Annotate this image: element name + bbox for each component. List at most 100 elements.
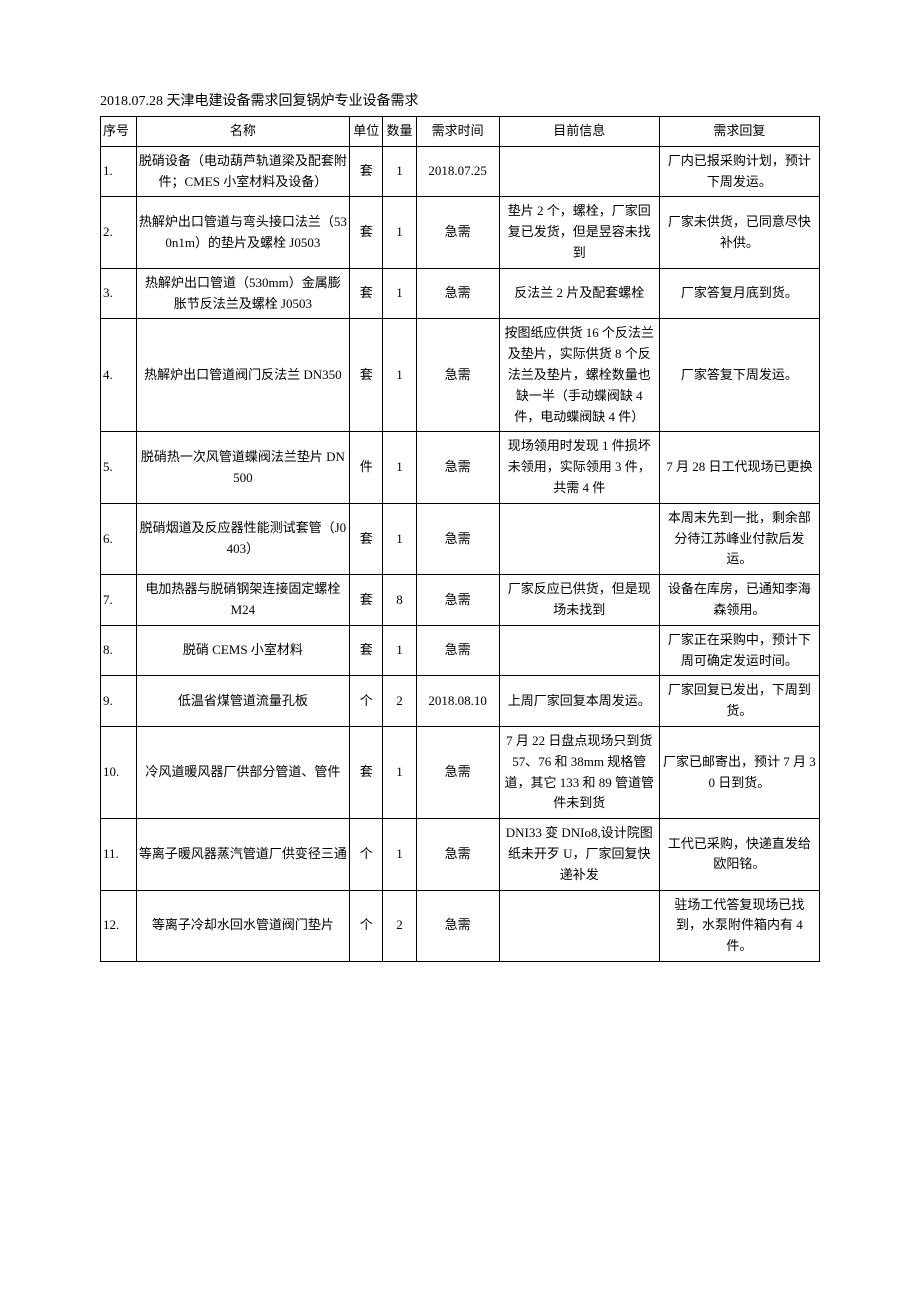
cell-reply: 本周末先到一批，剩余部分待江苏峰业付款后发运。 bbox=[659, 503, 819, 574]
cell-time: 2018.08.10 bbox=[416, 676, 499, 727]
cell-info: 反法兰 2 片及配套螺栓 bbox=[499, 268, 659, 319]
cell-time: 急需 bbox=[416, 625, 499, 676]
col-time: 需求时间 bbox=[416, 117, 499, 147]
cell-name: 等离子暖风器蒸汽管道厂供变径三通 bbox=[136, 819, 350, 890]
table-header-row: 序号 名称 单位 数量 需求时间 目前信息 需求回复 bbox=[101, 117, 820, 147]
cell-reply: 厂家正在采购中，预计下周可确定发运时间。 bbox=[659, 625, 819, 676]
table-row: 4.热解炉出口管道阀门反法兰 DN350套1急需按图纸应供货 16 个反法兰及垫… bbox=[101, 319, 820, 432]
cell-qty: 1 bbox=[383, 625, 416, 676]
cell-unit: 套 bbox=[350, 268, 383, 319]
cell-time: 急需 bbox=[416, 432, 499, 503]
cell-info bbox=[499, 625, 659, 676]
cell-seq: 9. bbox=[101, 676, 137, 727]
table-row: 7.电加热器与脱硝钢架连接固定螺栓 M24套8急需厂家反应已供货，但是现场未找到… bbox=[101, 575, 820, 626]
cell-reply: 工代已采购，快递直发给欧阳铭。 bbox=[659, 819, 819, 890]
cell-seq: 5. bbox=[101, 432, 137, 503]
cell-unit: 套 bbox=[350, 146, 383, 197]
cell-reply: 厂家未供货，已同意尽快补供。 bbox=[659, 197, 819, 268]
cell-time: 急需 bbox=[416, 726, 499, 818]
cell-qty: 8 bbox=[383, 575, 416, 626]
col-reply: 需求回复 bbox=[659, 117, 819, 147]
cell-qty: 1 bbox=[383, 319, 416, 432]
cell-time: 急需 bbox=[416, 890, 499, 961]
col-qty: 数量 bbox=[383, 117, 416, 147]
cell-reply: 7 月 28 日工代现场已更换 bbox=[659, 432, 819, 503]
cell-unit: 套 bbox=[350, 575, 383, 626]
cell-time: 2018.07.25 bbox=[416, 146, 499, 197]
cell-seq: 7. bbox=[101, 575, 137, 626]
cell-reply: 厂家答复月底到货。 bbox=[659, 268, 819, 319]
cell-name: 脱硝烟道及反应器性能测试套管（J0403） bbox=[136, 503, 350, 574]
cell-qty: 1 bbox=[383, 503, 416, 574]
cell-info bbox=[499, 890, 659, 961]
col-unit: 单位 bbox=[350, 117, 383, 147]
cell-time: 急需 bbox=[416, 575, 499, 626]
cell-name: 脱硝 CEMS 小室材料 bbox=[136, 625, 350, 676]
table-body: 1.脱硝设备（电动葫芦轨道梁及配套附件；CMES 小室材料及设备）套12018.… bbox=[101, 146, 820, 961]
cell-qty: 1 bbox=[383, 146, 416, 197]
col-seq: 序号 bbox=[101, 117, 137, 147]
cell-time: 急需 bbox=[416, 268, 499, 319]
cell-info: 上周厂家回复本周发运。 bbox=[499, 676, 659, 727]
cell-reply: 厂家答复下周发运。 bbox=[659, 319, 819, 432]
cell-unit: 件 bbox=[350, 432, 383, 503]
table-row: 1.脱硝设备（电动葫芦轨道梁及配套附件；CMES 小室材料及设备）套12018.… bbox=[101, 146, 820, 197]
cell-name: 脱硝热一次风管道蝶阀法兰垫片 DN500 bbox=[136, 432, 350, 503]
cell-time: 急需 bbox=[416, 819, 499, 890]
table-row: 8.脱硝 CEMS 小室材料套1急需 厂家正在采购中，预计下周可确定发运时间。 bbox=[101, 625, 820, 676]
cell-qty: 2 bbox=[383, 676, 416, 727]
cell-name: 电加热器与脱硝钢架连接固定螺栓 M24 bbox=[136, 575, 350, 626]
table-row: 6.脱硝烟道及反应器性能测试套管（J0403）套1急需 本周末先到一批，剩余部分待… bbox=[101, 503, 820, 574]
table-row: 3.热解炉出口管道（530mm）金属膨胀节反法兰及螺栓 J0503套1急需反法兰… bbox=[101, 268, 820, 319]
cell-reply: 驻场工代答复现场已找到，水泵附件箱内有 4 件。 bbox=[659, 890, 819, 961]
cell-seq: 12. bbox=[101, 890, 137, 961]
cell-unit: 套 bbox=[350, 726, 383, 818]
cell-reply: 厂家回复已发出，下周到货。 bbox=[659, 676, 819, 727]
cell-name: 热解炉出口管道阀门反法兰 DN350 bbox=[136, 319, 350, 432]
cell-info: 垫片 2 个，螺栓，厂家回复已发货，但是昱容未找到 bbox=[499, 197, 659, 268]
cell-time: 急需 bbox=[416, 503, 499, 574]
cell-seq: 10. bbox=[101, 726, 137, 818]
cell-unit: 个 bbox=[350, 819, 383, 890]
document-page: 2018.07.28 天津电建设备需求回复锅炉专业设备需求 序号 名称 单位 数… bbox=[0, 0, 920, 1022]
table-row: 2.热解炉出口管道与弯头接口法兰（530n1m）的垫片及螺栓 J0503套1急需… bbox=[101, 197, 820, 268]
cell-name: 低温省煤管道流量孔板 bbox=[136, 676, 350, 727]
cell-unit: 个 bbox=[350, 890, 383, 961]
cell-unit: 套 bbox=[350, 503, 383, 574]
cell-qty: 1 bbox=[383, 432, 416, 503]
cell-seq: 6. bbox=[101, 503, 137, 574]
cell-seq: 8. bbox=[101, 625, 137, 676]
cell-qty: 1 bbox=[383, 726, 416, 818]
cell-unit: 套 bbox=[350, 625, 383, 676]
table-row: 5.脱硝热一次风管道蝶阀法兰垫片 DN500件1急需现场领用时发现 1 件损坏未… bbox=[101, 432, 820, 503]
cell-info bbox=[499, 146, 659, 197]
table-row: 9.低温省煤管道流量孔板个22018.08.10上周厂家回复本周发运。厂家回复已… bbox=[101, 676, 820, 727]
cell-name: 脱硝设备（电动葫芦轨道梁及配套附件；CMES 小室材料及设备） bbox=[136, 146, 350, 197]
cell-reply: 厂家已邮寄出，预计 7 月 30 日到货。 bbox=[659, 726, 819, 818]
col-name: 名称 bbox=[136, 117, 350, 147]
cell-name: 冷风道暖风器厂供部分管道、管件 bbox=[136, 726, 350, 818]
cell-name: 等离子冷却水回水管道阀门垫片 bbox=[136, 890, 350, 961]
cell-reply: 厂内已报采购计划，预计下周发运。 bbox=[659, 146, 819, 197]
cell-reply: 设备在库房，已通知李海森领用。 bbox=[659, 575, 819, 626]
cell-info: DNI33 变 DNIo8,设计院图纸未开歹 U，厂家回复快递补发 bbox=[499, 819, 659, 890]
cell-info: 厂家反应已供货，但是现场未找到 bbox=[499, 575, 659, 626]
cell-qty: 1 bbox=[383, 197, 416, 268]
cell-qty: 2 bbox=[383, 890, 416, 961]
cell-info bbox=[499, 503, 659, 574]
cell-qty: 1 bbox=[383, 819, 416, 890]
cell-seq: 2. bbox=[101, 197, 137, 268]
cell-time: 急需 bbox=[416, 319, 499, 432]
cell-name: 热解炉出口管道（530mm）金属膨胀节反法兰及螺栓 J0503 bbox=[136, 268, 350, 319]
col-info: 目前信息 bbox=[499, 117, 659, 147]
cell-info: 现场领用时发现 1 件损坏未领用，实际领用 3 件，共需 4 件 bbox=[499, 432, 659, 503]
cell-unit: 个 bbox=[350, 676, 383, 727]
cell-info: 按图纸应供货 16 个反法兰及垫片，实际供货 8 个反法兰及垫片，螺栓数量也缺一… bbox=[499, 319, 659, 432]
table-row: 11.等离子暖风器蒸汽管道厂供变径三通个1急需DNI33 变 DNIo8,设计院… bbox=[101, 819, 820, 890]
requirements-table: 序号 名称 单位 数量 需求时间 目前信息 需求回复 1.脱硝设备（电动葫芦轨道… bbox=[100, 116, 820, 962]
table-row: 12.等离子冷却水回水管道阀门垫片个2急需 驻场工代答复现场已找到，水泵附件箱内有… bbox=[101, 890, 820, 961]
cell-name: 热解炉出口管道与弯头接口法兰（530n1m）的垫片及螺栓 J0503 bbox=[136, 197, 350, 268]
cell-seq: 1. bbox=[101, 146, 137, 197]
cell-unit: 套 bbox=[350, 197, 383, 268]
cell-info: 7 月 22 日盘点现场只到货 57、76 和 38mm 规格管道，其它 133… bbox=[499, 726, 659, 818]
